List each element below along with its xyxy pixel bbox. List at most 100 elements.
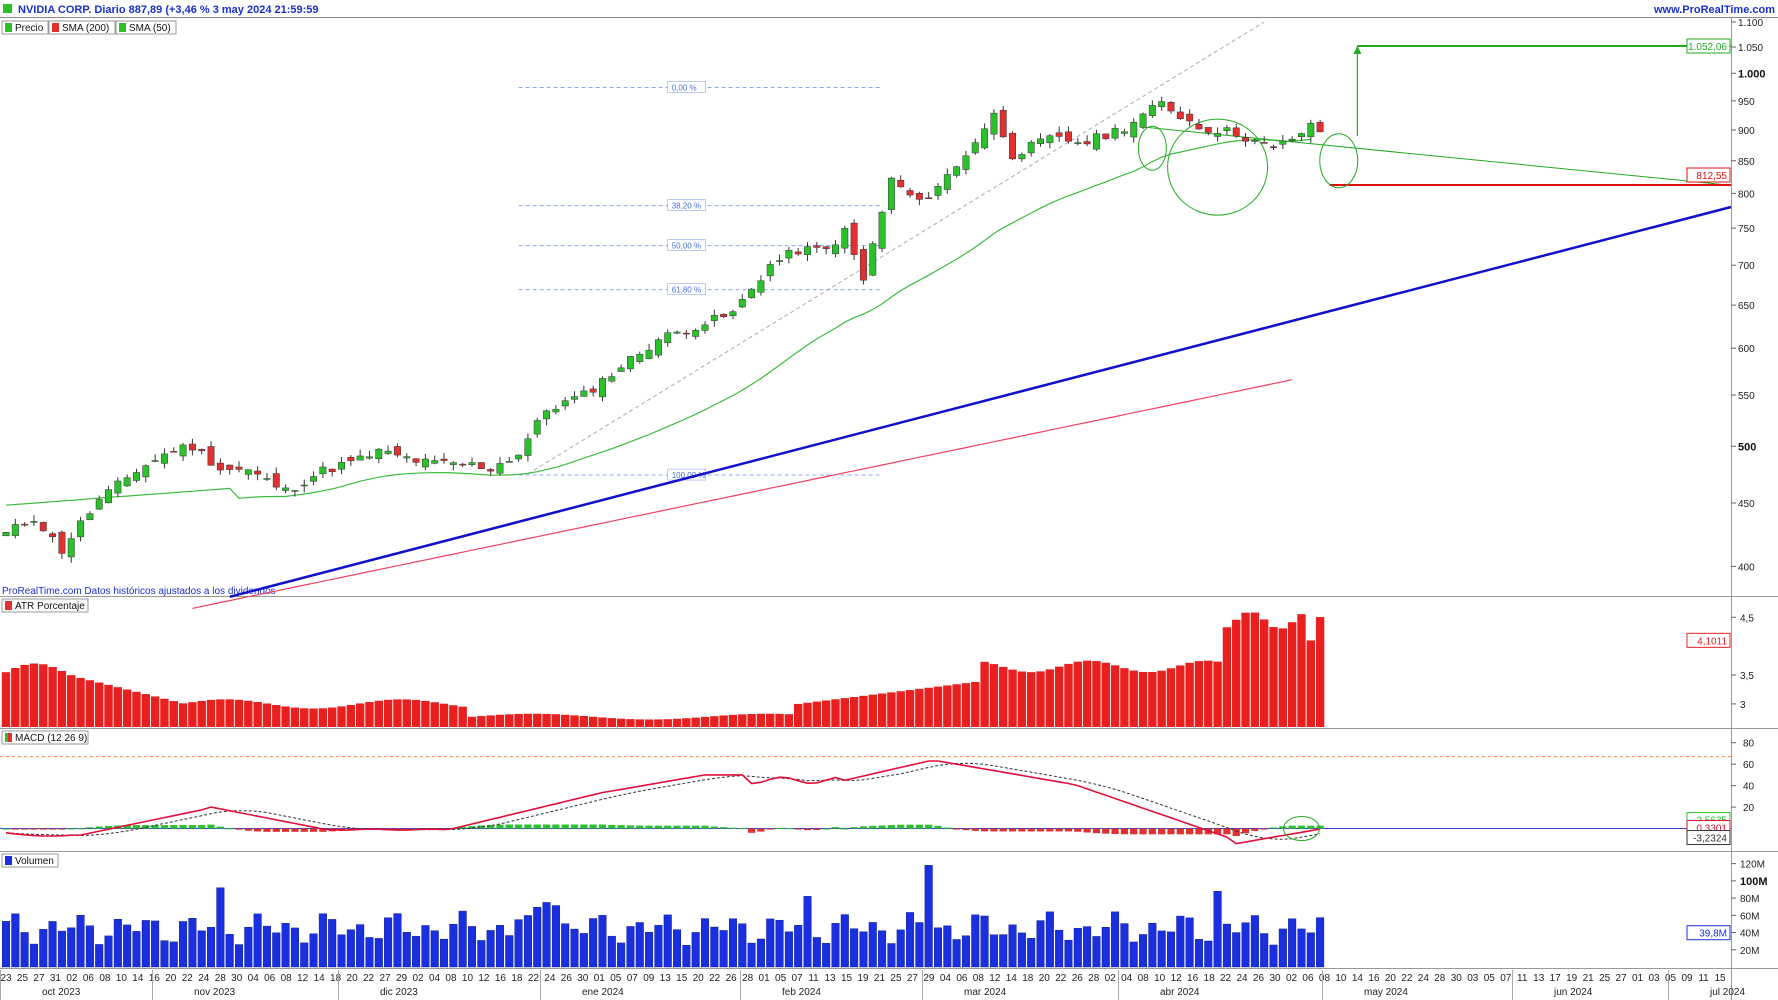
legend-price[interactable]: Precio <box>1 20 49 35</box>
atr-bar <box>421 700 430 727</box>
x-month-label: jul 2024 <box>1709 987 1745 998</box>
fib-label: 38,20 % <box>672 202 701 211</box>
volume-bar <box>803 896 812 968</box>
support-label: 812,55 <box>1696 171 1727 182</box>
candle <box>477 462 485 470</box>
atr-bar <box>812 701 822 727</box>
macd-hist-bar <box>95 826 103 829</box>
candle <box>822 246 830 250</box>
macd-hist-bar <box>1176 828 1184 835</box>
volume-bar <box>589 918 598 968</box>
x-day-label: 04 <box>429 973 441 984</box>
atr-bar <box>1204 660 1213 727</box>
atr-bar <box>1 672 11 727</box>
macd-hist-bar <box>1027 828 1035 832</box>
volume-bar <box>896 929 905 968</box>
candle <box>953 166 961 176</box>
atr-bar <box>281 706 290 727</box>
atr-bar <box>337 706 346 727</box>
candle <box>403 456 411 459</box>
volume-bar <box>691 932 700 968</box>
price-panel[interactable]: 0,00 % 38,20 % 50,00 % 61,80 % 100,00 % 1.052… <box>2 21 1732 609</box>
volume-bar <box>374 938 383 968</box>
candle <box>990 112 998 135</box>
x-day-label: 29 <box>396 973 408 984</box>
atr-bar <box>1008 669 1017 727</box>
legend-macd[interactable]: MACD (12 26 9) <box>1 730 89 745</box>
volume-bar <box>346 929 355 968</box>
volume-bar <box>1120 923 1129 968</box>
atr-bar <box>905 690 915 727</box>
macd-hist-bar <box>1148 828 1156 835</box>
x-day-label: 15 <box>676 973 688 984</box>
candle <box>645 349 653 359</box>
x-day-label: 25 <box>17 973 29 984</box>
x-day-label: 23 <box>0 973 12 984</box>
atr-bar <box>20 664 29 727</box>
x-day-label: 05 <box>1665 973 1677 984</box>
site-link[interactable]: www.ProRealTime.com <box>1653 4 1775 16</box>
x-day-label: 12 <box>297 973 309 984</box>
x-day-label: 21 <box>874 973 886 984</box>
macd-hist-bar <box>1111 828 1119 835</box>
macd-hist-bar <box>30 828 38 830</box>
macd-hist-bar <box>76 828 85 830</box>
volume-bar <box>1017 932 1026 968</box>
macd-hist-bar <box>934 825 942 829</box>
atr-bar <box>216 699 225 727</box>
volume-panel[interactable]: 39,8M <box>2 865 1731 968</box>
atr-bar <box>178 703 188 727</box>
y-axis: 1.100 1.050 1.000 950 900 850 800 750 700 650 600 5… <box>1731 18 1768 957</box>
macd-hist-bar <box>188 825 196 829</box>
candle <box>1176 111 1184 119</box>
atr-bar <box>1045 669 1055 727</box>
macd-hist-bar <box>962 828 970 831</box>
volume-tick-label: 20M <box>1740 946 1759 957</box>
candle <box>1065 131 1072 142</box>
atr-bar <box>1297 614 1306 727</box>
candle <box>738 298 746 308</box>
x-day-label: 09 <box>1681 973 1693 984</box>
volume-bar <box>971 914 980 968</box>
volume-bar <box>132 931 141 968</box>
candle <box>487 469 495 472</box>
macd-panel[interactable]: 2,56350,3301-3,2324 <box>0 756 1731 846</box>
volume-bar <box>784 931 793 968</box>
volume-bar <box>1297 928 1306 968</box>
candle <box>21 523 29 526</box>
atr-bar <box>1073 661 1082 727</box>
volume-bar <box>468 926 477 968</box>
volume-bar <box>1073 927 1082 968</box>
macd-hist-bar <box>1279 826 1287 829</box>
legend-volume[interactable]: Volumen <box>1 853 59 868</box>
atr-bar <box>691 717 700 727</box>
macd-hist-bar <box>1018 828 1026 832</box>
candle <box>412 458 420 463</box>
candle <box>142 465 150 478</box>
legend-atr[interactable]: ATR Porcentaje <box>1 598 89 613</box>
macd-hist-bar <box>1214 828 1222 835</box>
x-day-label: 25 <box>890 973 902 984</box>
macd-hist-bar <box>319 828 327 832</box>
volume-bar <box>952 939 961 968</box>
x-day-label: 24 <box>1418 973 1430 984</box>
macd-hist-bar <box>673 825 681 829</box>
candle <box>1223 127 1231 131</box>
x-day-label: 10 <box>1154 973 1166 984</box>
atr-panel[interactable]: 4,1011 <box>1 612 1731 727</box>
macd-hist-bar <box>459 826 467 829</box>
candle <box>943 174 951 190</box>
x-day-label: 03 <box>1649 973 1661 984</box>
macd-hist-bar <box>132 825 141 829</box>
legend-sma200[interactable]: SMA (200) <box>48 20 116 35</box>
candle <box>375 448 383 459</box>
volume-bar <box>514 919 523 968</box>
volume-bar <box>561 923 570 968</box>
volume-bar <box>39 929 48 968</box>
candle <box>198 449 206 452</box>
macd-line-label: 0,3301 <box>1696 824 1727 835</box>
candle <box>1251 139 1259 142</box>
legend-sma50[interactable]: SMA (50) <box>115 20 177 35</box>
atr-bar <box>887 692 896 727</box>
